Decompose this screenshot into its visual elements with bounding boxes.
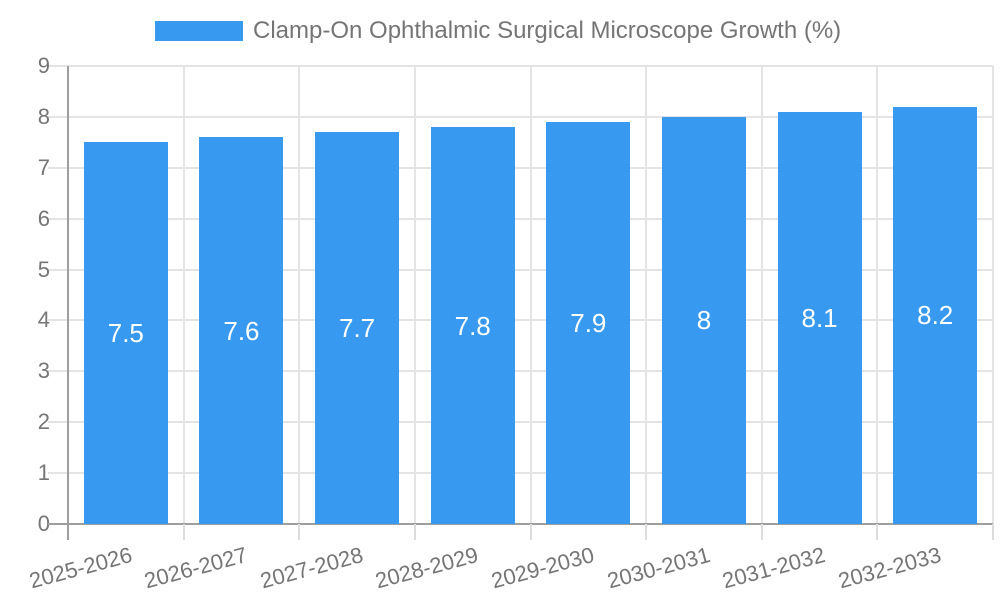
bar-value-label: 8.2	[917, 300, 954, 331]
x-gridline	[413, 66, 416, 524]
x-axis-label: 2030-2031	[604, 542, 713, 594]
x-axis-label: 2025-2026	[26, 542, 135, 594]
y-axis-label: 1	[37, 460, 50, 486]
bar[interactable]	[777, 111, 862, 524]
bar-value-label: 7.7	[338, 313, 376, 344]
x-gridline	[182, 66, 185, 524]
bar[interactable]	[661, 116, 746, 524]
x-tick	[182, 524, 185, 540]
bar[interactable]	[430, 127, 515, 524]
y-gridline	[48, 217, 993, 220]
y-axis-label: 7	[37, 154, 50, 180]
x-tick	[760, 524, 763, 540]
x-axis-label: 2026-2027	[141, 542, 250, 594]
x-gridline	[992, 66, 994, 524]
legend: Clamp-On Ophthalmic Surgical Microscope …	[0, 0, 1000, 56]
x-tick	[529, 524, 532, 540]
x-tick	[298, 524, 301, 540]
x-tick	[67, 524, 69, 540]
y-axis-label: 8	[37, 103, 50, 129]
x-axis-line	[48, 523, 993, 525]
bar[interactable]	[893, 106, 978, 524]
y-gridline	[48, 65, 993, 67]
x-axis-label: 2031-2032	[719, 542, 829, 594]
bar-value-label: 7.6	[223, 315, 260, 346]
x-axis-label: 2032-2033	[835, 542, 944, 594]
bar[interactable]	[315, 132, 400, 524]
x-tick	[413, 524, 416, 540]
x-axis-label: 2029-2030	[488, 542, 597, 594]
y-axis-label: 3	[37, 358, 50, 384]
x-tick	[645, 524, 648, 540]
bar-value-label: 8	[696, 305, 712, 336]
y-axis-label: 6	[37, 205, 50, 231]
legend-label: Clamp-On Ophthalmic Surgical Microscope …	[253, 17, 842, 44]
y-gridline	[48, 370, 993, 373]
y-axis-line	[67, 66, 69, 524]
x-axis-label: 2027-2028	[257, 542, 366, 594]
bar-value-label: 7.5	[107, 318, 144, 349]
bar-value-label: 7.9	[570, 307, 607, 338]
bar-value-label: 7.8	[454, 310, 491, 341]
y-gridline	[48, 472, 993, 475]
y-gridline	[48, 268, 993, 271]
legend-swatch	[155, 21, 243, 41]
bar[interactable]	[83, 142, 168, 524]
bar[interactable]	[546, 121, 631, 524]
y-axis-label: 2	[37, 409, 50, 435]
y-gridline	[48, 421, 993, 424]
x-axis-label: 2028-2029	[373, 542, 482, 594]
bar-value-label: 8.1	[801, 302, 838, 333]
x-tick	[992, 524, 994, 540]
bar[interactable]	[199, 137, 284, 524]
y-gridline	[48, 166, 993, 169]
y-axis-label: 5	[37, 256, 50, 282]
x-gridline	[298, 66, 301, 524]
x-gridline	[645, 66, 648, 524]
x-gridline	[876, 66, 879, 524]
x-tick	[876, 524, 879, 540]
y-axis-label: 9	[37, 53, 50, 78]
x-gridline	[529, 66, 532, 524]
y-axis-label: 0	[37, 511, 50, 536]
y-gridline	[48, 115, 993, 118]
y-gridline	[48, 319, 993, 322]
x-gridline	[760, 66, 763, 524]
y-axis-label: 4	[37, 307, 50, 333]
